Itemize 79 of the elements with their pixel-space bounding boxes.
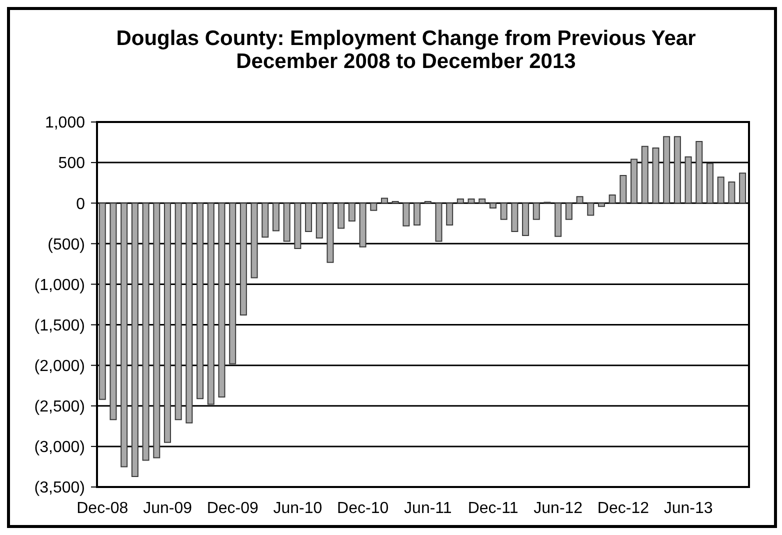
bar	[663, 136, 670, 204]
x-tick-label: Jun-12	[534, 500, 583, 517]
x-tick-label: Dec-12	[597, 500, 650, 517]
bar	[240, 202, 247, 316]
bar	[717, 176, 724, 204]
y-tick-label: (1,000)	[34, 276, 85, 294]
bar	[348, 202, 356, 222]
y-tick-label: 1,000	[44, 114, 86, 132]
bar	[283, 202, 290, 242]
bar	[641, 146, 648, 204]
bar	[576, 196, 584, 204]
bar	[706, 162, 714, 204]
bar	[598, 202, 605, 207]
x-tick-label: Jun-13	[664, 500, 713, 517]
bar	[359, 202, 366, 248]
bar	[370, 202, 378, 211]
bar	[532, 202, 540, 220]
bar	[456, 198, 464, 204]
bar	[620, 175, 627, 204]
bar	[728, 182, 736, 204]
bar	[652, 147, 660, 204]
y-tick-label: (2,000)	[34, 358, 85, 376]
bar	[305, 202, 312, 232]
bar	[326, 202, 334, 263]
bar	[174, 202, 182, 420]
bar	[739, 172, 746, 204]
bar	[380, 198, 388, 204]
bar	[446, 202, 454, 226]
y-tick-label: (500)	[48, 236, 85, 254]
x-tick-label: Jun-09	[143, 500, 192, 517]
bar	[153, 202, 160, 458]
bar	[262, 202, 269, 238]
bar	[435, 202, 442, 242]
x-tick-label: Dec-10	[337, 500, 389, 517]
bar	[554, 202, 562, 237]
bar	[120, 202, 128, 468]
x-tick-label: Jun-10	[273, 500, 322, 517]
bar	[468, 198, 475, 204]
x-tick-label: Jun-11	[404, 500, 452, 517]
bar	[207, 202, 214, 405]
bar	[131, 202, 138, 477]
bar	[402, 202, 410, 226]
bar	[489, 202, 496, 208]
bar	[565, 202, 572, 220]
bar	[250, 202, 258, 278]
bar	[522, 202, 530, 236]
bar	[338, 202, 345, 229]
bar	[630, 158, 638, 204]
y-tick-label: (2,500)	[34, 398, 85, 416]
y-tick-label: 500	[58, 155, 86, 172]
bar	[196, 202, 204, 400]
y-tick-label: (3,000)	[34, 439, 85, 456]
x-tick-label: Dec-08	[76, 500, 128, 517]
bar	[98, 202, 106, 400]
chart-title: Douglas County: Employment Change from Previous Year	[115, 27, 697, 50]
bar	[110, 202, 117, 420]
bar	[294, 202, 302, 250]
bar	[608, 194, 616, 204]
y-tick-label: (1,500)	[34, 317, 85, 334]
bar	[587, 202, 594, 216]
bar	[164, 202, 171, 443]
bar	[511, 202, 518, 232]
bar	[478, 198, 486, 204]
bar	[316, 202, 323, 238]
y-tick-label: 0	[76, 196, 86, 213]
bar	[500, 202, 508, 220]
bar	[218, 202, 226, 398]
bar	[272, 202, 280, 232]
x-tick-label: Dec-09	[206, 500, 259, 517]
bar	[186, 202, 193, 424]
bar	[674, 136, 681, 204]
bar	[684, 156, 692, 204]
bar	[229, 202, 236, 364]
bar	[414, 202, 421, 226]
bar	[142, 202, 150, 461]
x-tick-label: Dec-11	[468, 500, 518, 517]
y-tick-label: (3,500)	[34, 480, 85, 497]
bar	[696, 140, 703, 204]
chart-subtitle: December 2008 to December 2013	[235, 50, 577, 73]
